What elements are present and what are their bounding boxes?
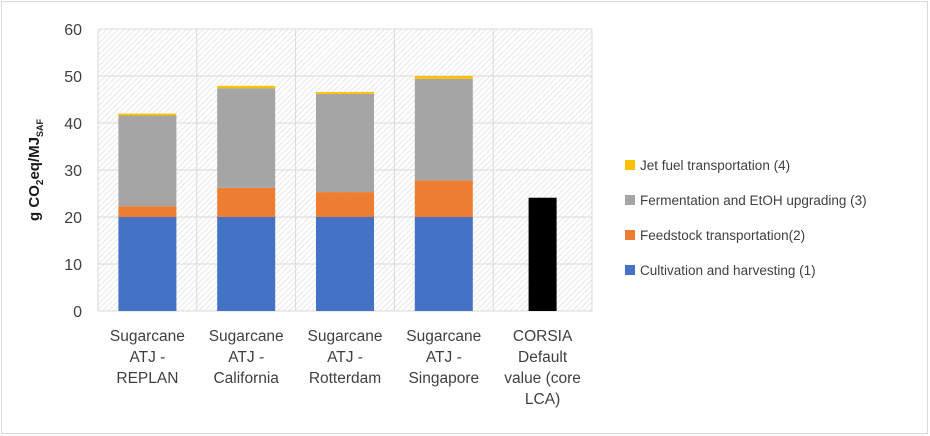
bar-segment-s1-c2 <box>316 192 374 217</box>
bar-segment-s3-c3 <box>414 76 473 79</box>
bar-segment-s0-c2 <box>316 217 374 311</box>
x-category-label: Sugarcane ATJ -California <box>209 328 284 387</box>
y-tick-label: 20 <box>64 210 82 227</box>
bar-segment-s3-c2 <box>316 91 374 94</box>
bar-segment-s3-c1 <box>217 85 276 89</box>
x-category-label: CORSIA Default value (core LCA) <box>504 328 581 408</box>
bar-segment-s2-c0 <box>118 115 177 207</box>
legend-label: Jet fuel transportation (4) <box>640 158 790 173</box>
legend-swatch <box>625 195 635 205</box>
legend-swatch <box>625 160 635 170</box>
bar-segment-s0-c3 <box>414 217 473 311</box>
y-tick-label: 30 <box>64 163 82 180</box>
bar-corsia-default <box>528 197 557 311</box>
legend-label: Fermentation and EtOH upgrading (3) <box>640 193 867 208</box>
bar-segment-s2-c2 <box>316 93 374 193</box>
bar-segment-s0-c0 <box>118 217 177 311</box>
bar-segment-s0-c1 <box>217 217 276 311</box>
bar-segment-s2-c3 <box>414 78 473 181</box>
x-category-label: Sugarcane ATJ -REPLAN <box>110 328 185 387</box>
bar-segment-s1-c0 <box>118 206 177 217</box>
y-tick-label: 10 <box>64 257 82 274</box>
legend-swatch <box>625 230 635 240</box>
legend-label: Feedstock transportation(2) <box>640 228 805 243</box>
bar-segment-s2-c1 <box>217 88 276 188</box>
y-axis-label: g CO2eq/MJSAF <box>26 119 46 221</box>
y-tick-label: 60 <box>64 22 82 39</box>
legend-label: Cultivation and harvesting (1) <box>640 263 816 278</box>
bar-segment-s1-c3 <box>414 180 473 217</box>
y-tick-label: 0 <box>73 304 82 321</box>
legend-swatch <box>625 265 635 275</box>
bar-segment-s1-c1 <box>217 187 276 217</box>
x-category-label: Sugarcane ATJ -Rotterdam <box>308 328 383 387</box>
y-tick-label: 50 <box>64 69 82 86</box>
x-category-label: Sugarcane ATJ -Singapore <box>406 328 481 387</box>
y-tick-label: 40 <box>64 116 82 133</box>
bar-segment-s3-c0 <box>118 113 177 116</box>
